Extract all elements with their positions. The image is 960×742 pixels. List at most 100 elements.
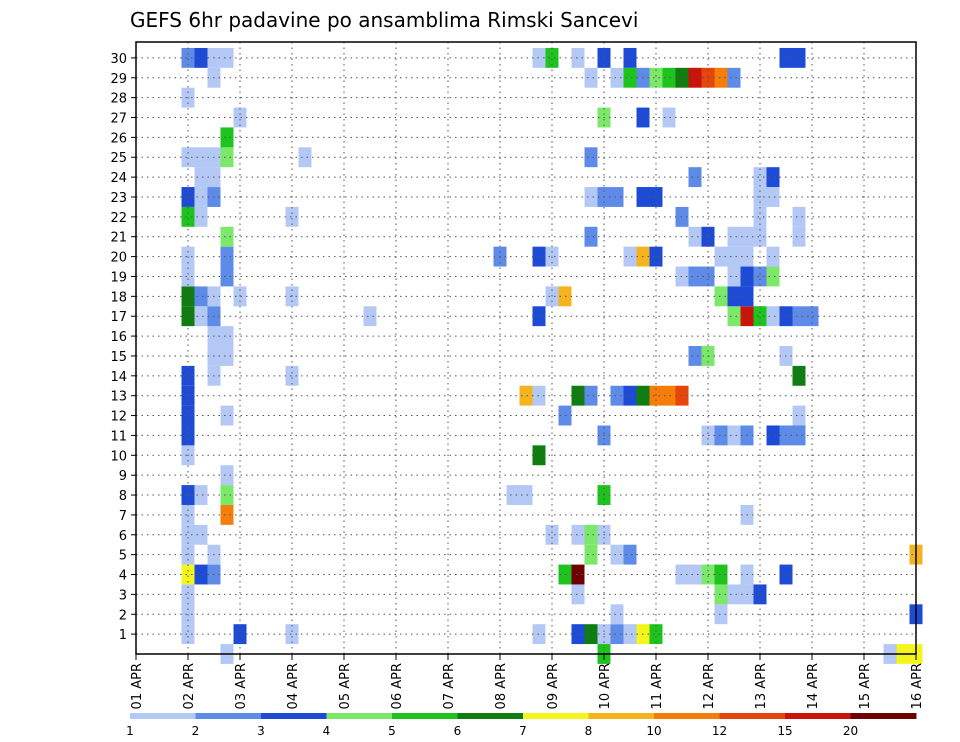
legend-swatch	[588, 713, 655, 719]
x-tick-label: 02 APR	[182, 663, 197, 709]
plot-frame	[135, 41, 917, 655]
heatmap-cell	[766, 425, 780, 446]
x-tick-label: 12 APR	[702, 663, 717, 709]
x-tick-label: 09 APR	[546, 663, 561, 709]
heatmap-cell	[623, 47, 637, 68]
y-tick-label: 26	[110, 131, 127, 146]
x-tick-label: 06 APR	[390, 663, 405, 709]
heatmap-cell	[181, 147, 195, 168]
heatmap-cell	[519, 385, 533, 406]
heatmap-cell	[194, 167, 208, 188]
legend-swatch	[130, 713, 196, 719]
heatmap-cell	[584, 147, 598, 168]
heatmap-cell	[610, 385, 624, 406]
y-tick-label: 22	[110, 211, 127, 226]
legend-label: 2	[192, 724, 200, 738]
heatmap-cell	[649, 67, 663, 88]
heatmap-cell	[181, 47, 195, 68]
y-tick-label: 18	[110, 290, 127, 305]
legend-label: 10	[646, 724, 661, 738]
heatmap-cell	[688, 564, 702, 585]
heatmap-cell	[584, 524, 598, 545]
y-tick-label: 2	[119, 608, 127, 623]
legend-label: 3	[257, 724, 265, 738]
x-tick-label: 04 APR	[286, 663, 301, 709]
heatmap-cell	[623, 67, 637, 88]
heatmap-cell	[584, 67, 598, 88]
heatmap-cell	[194, 206, 208, 227]
heatmap-cell	[792, 47, 806, 68]
legend-swatch	[326, 713, 393, 719]
heatmap-cell	[688, 226, 702, 247]
heatmap-cell	[753, 306, 767, 327]
legend-label: 20	[843, 724, 858, 738]
heatmap-cell	[233, 624, 247, 645]
heatmap-cell	[220, 226, 234, 247]
y-tick-label: 14	[110, 370, 127, 385]
heatmap-cell	[181, 405, 195, 426]
heatmap-cell	[285, 206, 299, 227]
heatmap-cell	[220, 246, 234, 267]
heatmap-cell	[181, 306, 195, 327]
y-tick-label: 21	[110, 231, 127, 246]
heatmap-cell	[181, 504, 195, 525]
legend-swatch	[195, 713, 262, 719]
color-legend: 1 2 3 4 5 6 7 8 10 12 15 20	[126, 713, 917, 738]
heatmap-cell	[181, 385, 195, 406]
heatmap-cell	[792, 365, 806, 386]
heatmap-cell	[194, 47, 208, 68]
heatmap-cell	[181, 564, 195, 585]
heatmap-cell	[181, 425, 195, 446]
heatmap-cell	[571, 385, 585, 406]
heatmap-cell	[220, 485, 234, 505]
x-tick-label: 15 APR	[858, 663, 873, 709]
legend-label: 15	[777, 724, 792, 738]
heatmap-cell	[298, 147, 312, 168]
heatmap-cell	[623, 544, 637, 565]
legend-swatch	[654, 713, 720, 719]
heatmap-cell	[753, 584, 767, 605]
legend-label: 8	[585, 724, 593, 738]
heatmap-cell	[181, 584, 195, 605]
heatmap-cell	[363, 306, 377, 327]
y-tick-label: 6	[119, 529, 127, 544]
heatmap-cell	[688, 346, 702, 366]
y-tick-label: 9	[119, 469, 127, 484]
heatmap-cell	[714, 425, 728, 446]
heatmap-cell	[753, 226, 767, 247]
legend-label: 4	[323, 724, 331, 738]
x-tick-label: 07 APR	[442, 663, 457, 709]
heatmap-cell	[220, 127, 234, 148]
heatmap-cell	[545, 47, 559, 68]
heatmap-cell	[714, 286, 728, 307]
x-axis: 01 APR 02 APR 03 APR 04 APR 05 APR 06 APR 07 A…	[130, 654, 925, 709]
y-tick-label: 5	[119, 549, 127, 564]
heatmap-cell	[233, 107, 247, 128]
heatmap-cell	[727, 266, 741, 287]
heatmap-cell	[714, 246, 728, 267]
heatmap-cell	[753, 266, 767, 287]
heatmap-cell	[181, 206, 195, 227]
heatmap-cell	[584, 544, 598, 565]
heatmap-cell	[194, 485, 208, 505]
legend-swatch	[523, 713, 589, 719]
heatmap-cell	[220, 266, 234, 287]
heatmap-cell	[753, 167, 767, 188]
heatmap-cell	[194, 306, 208, 327]
heatmap-cell	[220, 147, 234, 168]
heatmap-cell	[584, 624, 598, 645]
y-tick-label: 20	[110, 251, 127, 266]
heatmap-cell	[610, 544, 624, 565]
legend-label: 5	[388, 724, 396, 738]
heatmap-cell	[727, 425, 741, 446]
legend-swatch	[850, 713, 917, 719]
heatmap-cell	[727, 286, 741, 307]
heatmap-cell	[584, 385, 598, 406]
heatmap-cell	[181, 524, 195, 545]
y-tick-label: 8	[119, 489, 127, 504]
heatmap-cell	[727, 306, 741, 327]
heatmap-cell	[792, 206, 806, 227]
x-tick-label: 05 APR	[338, 663, 353, 709]
